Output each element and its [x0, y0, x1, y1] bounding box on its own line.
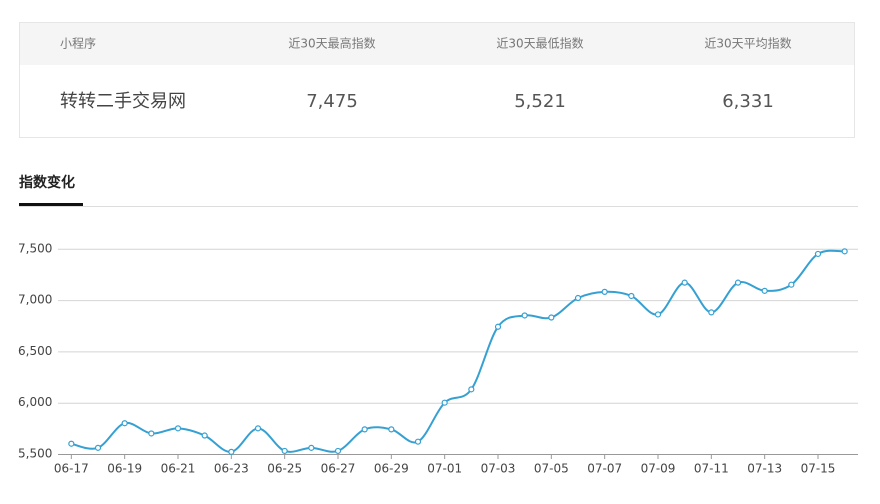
- x-tick-label: 06-19: [107, 462, 142, 476]
- x-tick-label: 06-27: [321, 462, 356, 476]
- point: [68, 440, 75, 447]
- x-tick-label: 06-21: [161, 462, 196, 476]
- x-tick-label: 07-07: [587, 462, 622, 476]
- point: [94, 444, 102, 451]
- point: [521, 312, 528, 319]
- x-tick-label: 06-23: [214, 462, 249, 476]
- point: [494, 323, 502, 330]
- point: [121, 420, 128, 427]
- tab-title[interactable]: 指数变化: [19, 174, 75, 191]
- x-tick-label: 06-25: [267, 462, 302, 476]
- point: [361, 426, 368, 433]
- point: [441, 399, 448, 406]
- point: [174, 425, 182, 432]
- table-cell: 5,521: [514, 91, 566, 112]
- x-tick-label: 06-17: [54, 462, 89, 476]
- y-tick-label: 6,000: [18, 395, 52, 409]
- point: [548, 314, 555, 321]
- point: [788, 281, 795, 288]
- x-tick-label: 07-03: [481, 462, 516, 476]
- tab-underline: [19, 203, 83, 206]
- point: [654, 311, 662, 318]
- point: [388, 426, 395, 433]
- table-cell: 7,475: [306, 91, 358, 112]
- point: [601, 288, 608, 295]
- point: [468, 386, 475, 393]
- table-header: 小程序: [60, 36, 96, 51]
- point: [628, 292, 635, 300]
- x-tick-label: 07-13: [747, 462, 782, 476]
- table-cell: 转转二手交易网: [60, 91, 186, 112]
- x-tick-label: 07-01: [427, 462, 462, 476]
- point: [148, 430, 155, 437]
- point: [734, 279, 742, 286]
- y-tick-label: 6,500: [18, 344, 52, 358]
- point: [254, 425, 262, 432]
- x-tick-label: 07-09: [641, 462, 676, 476]
- y-tick-label: 7,000: [18, 293, 52, 307]
- table-header: 近30天最低指数: [496, 36, 583, 51]
- point: [814, 250, 822, 258]
- point: [761, 287, 768, 294]
- y-tick-label: 7,500: [18, 241, 52, 255]
- series-line: [71, 249, 845, 453]
- point: [414, 438, 422, 445]
- point: [334, 447, 342, 455]
- x-tick-label: 07-15: [801, 462, 836, 476]
- table-header-bg: [20, 23, 854, 65]
- point: [681, 279, 688, 286]
- point: [228, 448, 235, 455]
- table-header: 近30天最高指数: [288, 36, 375, 51]
- point: [308, 444, 315, 451]
- x-tick-label: 07-11: [694, 462, 729, 476]
- point: [841, 248, 848, 255]
- table-cell: 6,331: [722, 91, 774, 112]
- x-tick-label: 07-05: [534, 462, 569, 476]
- y-tick-label: 5,500: [18, 447, 52, 461]
- table-header: 近30天平均指数: [704, 36, 791, 51]
- point: [201, 432, 208, 439]
- x-tick-label: 06-29: [374, 462, 409, 476]
- point: [574, 294, 582, 302]
- point: [708, 309, 715, 316]
- point: [281, 447, 288, 455]
